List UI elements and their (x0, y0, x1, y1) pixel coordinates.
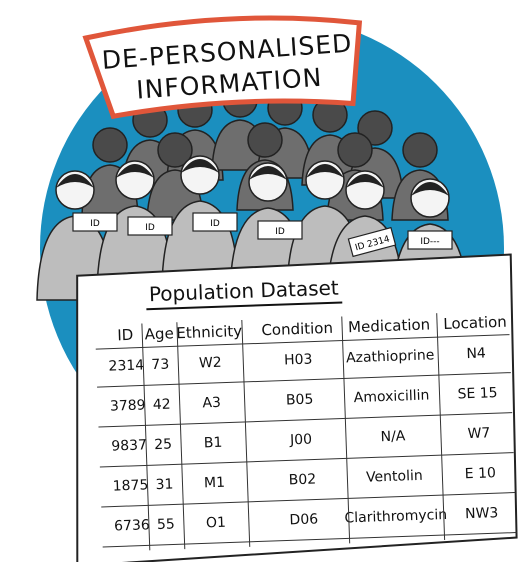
badge: ID (193, 213, 237, 231)
person-head (403, 133, 437, 167)
cell: 42 (153, 397, 171, 414)
column-header: Condition (261, 319, 333, 339)
column-header: Age (144, 324, 174, 343)
badge: ID (128, 217, 172, 235)
cell: 2314 (108, 357, 144, 374)
cell: N/A (380, 428, 406, 445)
cell: 55 (157, 516, 175, 533)
cell: NW3 (465, 505, 499, 522)
badge: ID (258, 221, 302, 239)
column-header: Location (443, 313, 507, 333)
column-header: Ethnicity (176, 322, 242, 342)
badge: ID (73, 213, 117, 231)
cell: SE 15 (457, 385, 498, 402)
cell: H03 (284, 352, 313, 369)
cell: Azathioprine (346, 347, 435, 366)
cell: O1 (206, 515, 226, 532)
illustration: IDIDIDIDID 2314ID--- DE-PERSONALISED INF… (0, 0, 521, 562)
cell: B05 (286, 392, 314, 409)
badge-text: ID (275, 227, 285, 237)
cell: Ventolin (366, 468, 423, 486)
badge-text: ID--- (420, 237, 439, 247)
cell: D06 (289, 511, 318, 528)
cell: 31 (155, 476, 173, 493)
cell: 25 (154, 436, 172, 453)
cell: 6736 (114, 517, 150, 534)
cell: J00 (289, 432, 312, 449)
cell: Amoxicillin (354, 387, 430, 406)
cell: A3 (202, 395, 221, 412)
cell: W2 (199, 355, 222, 372)
cell: 9837 (111, 437, 147, 454)
cell: M1 (204, 475, 226, 492)
cell: W7 (467, 425, 490, 442)
cell: 1875 (112, 477, 148, 494)
badge-text: ID (210, 219, 220, 229)
person-head (93, 128, 127, 162)
badge-text: ID (90, 219, 100, 229)
column-header: ID (117, 326, 134, 345)
cell: 3789 (110, 397, 146, 414)
cell: B02 (288, 471, 316, 488)
badge-text: ID (145, 223, 155, 233)
cell: 73 (151, 357, 169, 374)
cell: E 10 (465, 465, 497, 482)
badge: ID--- (408, 231, 452, 249)
cell: B1 (204, 435, 223, 452)
person-head (248, 123, 282, 157)
column-header: Medication (348, 315, 431, 336)
cell: N4 (466, 345, 486, 362)
person-head (338, 133, 372, 167)
